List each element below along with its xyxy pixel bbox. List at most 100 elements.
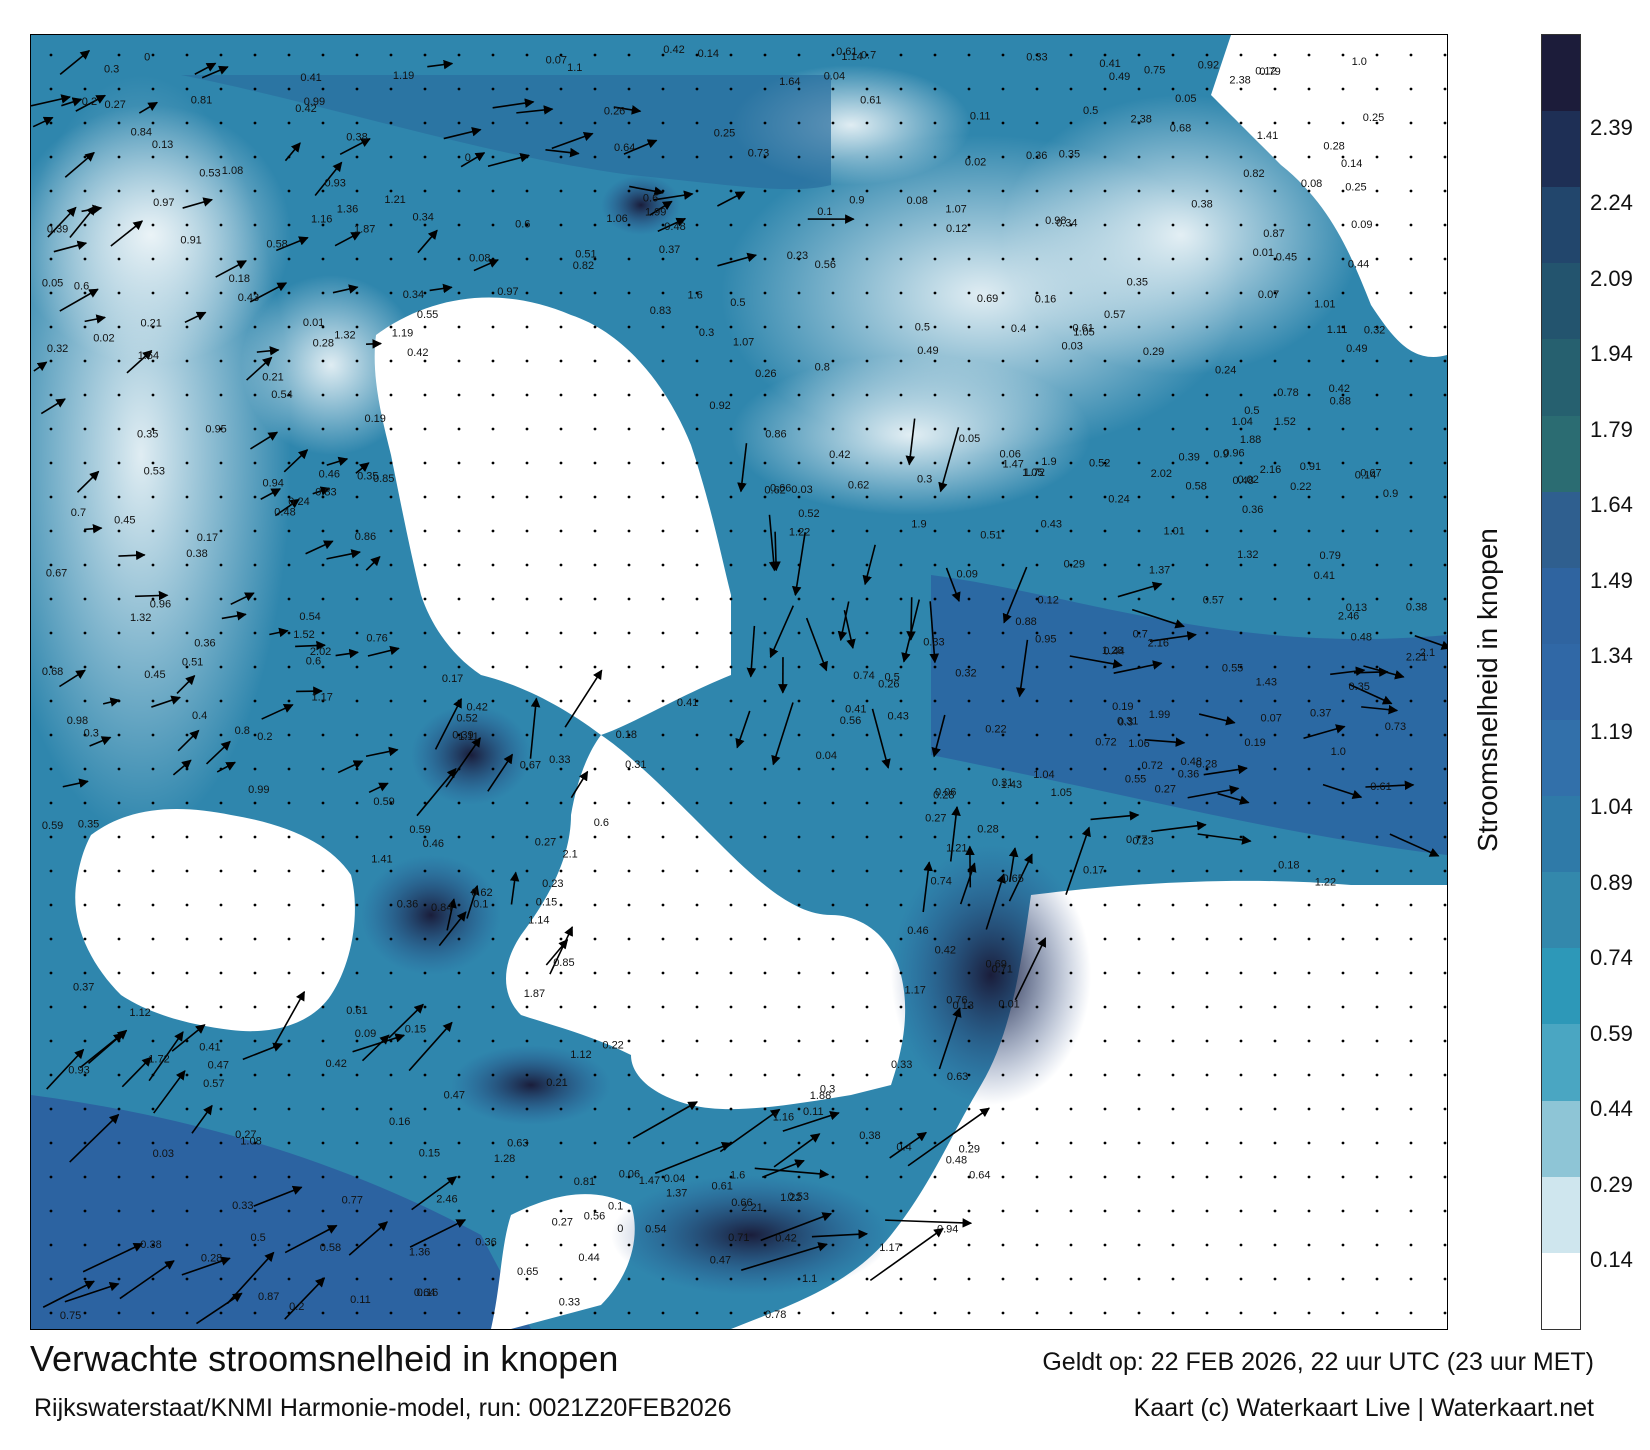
speed-label: 0.55 [1222, 663, 1243, 675]
grid-dot [1205, 461, 1209, 465]
grid-dot [389, 427, 393, 431]
speed-label: 0.33 [1026, 52, 1047, 64]
current-arrow [256, 346, 280, 356]
current-arrow [230, 592, 255, 606]
grid-dot [423, 291, 427, 295]
current-arrow [361, 1034, 390, 1062]
current-arrow [314, 161, 343, 196]
grid-dot [287, 835, 291, 839]
grid-dot [1001, 495, 1005, 499]
grid-dot [83, 563, 87, 567]
grid-dot [1069, 1073, 1073, 1077]
grid-dot [933, 1073, 937, 1077]
grid-dot [253, 869, 257, 873]
speed-label: 0.85 [373, 473, 394, 485]
grid-dot [1001, 155, 1005, 159]
current-speed-map[interactable]: 0.48 0.42 0.33 0.27 0.61 0.5 0.49 0.38 0.4 0.35 0.… [30, 34, 1448, 1330]
grid-dot [1239, 461, 1243, 465]
grid-dot [661, 699, 665, 703]
grid-dot [1375, 1073, 1379, 1077]
speed-label: 0.38 [859, 1130, 880, 1142]
grid-dot [729, 1277, 733, 1281]
grid-dot [899, 121, 903, 125]
current-band [931, 575, 1447, 855]
grid-dot [1341, 53, 1345, 57]
grid-dot [457, 223, 461, 227]
grid-dot [49, 529, 53, 533]
grid-dot [1239, 359, 1243, 363]
grid-dot [865, 1005, 869, 1009]
grid-dot [525, 665, 529, 669]
speed-label: 0.6 [306, 655, 321, 667]
slow-current-area [1001, 95, 1361, 375]
grid-dot [253, 529, 257, 533]
grid-dot [219, 529, 223, 533]
speed-label: 1.32 [1237, 549, 1258, 561]
grid-dot [593, 1209, 597, 1213]
speed-label: 0.4 [192, 710, 207, 722]
speed-label: 1.21 [946, 843, 967, 855]
grid-dot [1103, 189, 1107, 193]
grid-dot [559, 121, 563, 125]
grid-dot [695, 257, 699, 261]
grid-dot [1103, 359, 1107, 363]
grid-dot [1001, 189, 1005, 193]
speed-label: 0.11 [970, 111, 991, 123]
speed-label: 1.06 [1128, 738, 1149, 750]
grid-dot [1239, 291, 1243, 295]
grid-dot [83, 597, 87, 601]
grid-dot [1069, 767, 1073, 771]
current-arrow [42, 1280, 95, 1308]
current-arrow [215, 260, 247, 278]
speed-label: 0.68 [42, 666, 63, 678]
grid-dot [831, 1277, 835, 1281]
grid-dot [49, 903, 53, 907]
current-arrow [76, 470, 100, 493]
grid-dot [287, 121, 291, 125]
grid-dot [49, 87, 53, 91]
grid-dot [253, 359, 257, 363]
grid-dot [49, 971, 53, 975]
grid-dot [1069, 665, 1073, 669]
current-arrow [172, 759, 192, 776]
grid-dot [797, 257, 801, 261]
speed-label: 0.01 [303, 317, 324, 329]
grid-dot [1375, 529, 1379, 533]
grid-dot [423, 971, 427, 975]
speed-label: 0.29 [1143, 346, 1164, 358]
grid-dot [83, 631, 87, 635]
current-arrow [717, 252, 758, 267]
current-arrow [717, 191, 746, 207]
current-arrow [719, 1108, 781, 1153]
grid-dot [1171, 1073, 1175, 1077]
current-arrow [31, 94, 71, 107]
grid-dot [355, 461, 359, 465]
grid-dot [525, 1005, 529, 1009]
current-arrow [545, 147, 580, 158]
current-arrow [1414, 634, 1447, 650]
grid-dot [253, 1039, 257, 1043]
grid-dot [491, 971, 495, 975]
grid-dot [933, 529, 937, 533]
grid-dot [695, 563, 699, 567]
speed-label: 1.28 [1102, 645, 1123, 657]
grid-dot [1069, 291, 1073, 295]
speed-label: 0.65 [517, 1266, 538, 1278]
current-arrow [305, 540, 334, 555]
speed-label: 0.92 [709, 400, 730, 412]
speed-label: 0.52 [798, 508, 819, 520]
grid-dot [185, 1277, 189, 1281]
grid-dot [933, 937, 937, 941]
speed-label: 0.58 [1186, 481, 1207, 493]
grid-dot [1239, 223, 1243, 227]
grid-dot [1239, 563, 1243, 567]
grid-dot [1137, 1141, 1141, 1145]
speed-label: 1.17 [312, 692, 333, 704]
grid-dot [559, 597, 563, 601]
current-arrow [1365, 780, 1415, 791]
grid-dot [559, 155, 563, 159]
current-arrow [194, 62, 217, 75]
grid-dot [491, 87, 495, 91]
grid-dot [1409, 155, 1413, 159]
current-arrow [1197, 833, 1252, 845]
